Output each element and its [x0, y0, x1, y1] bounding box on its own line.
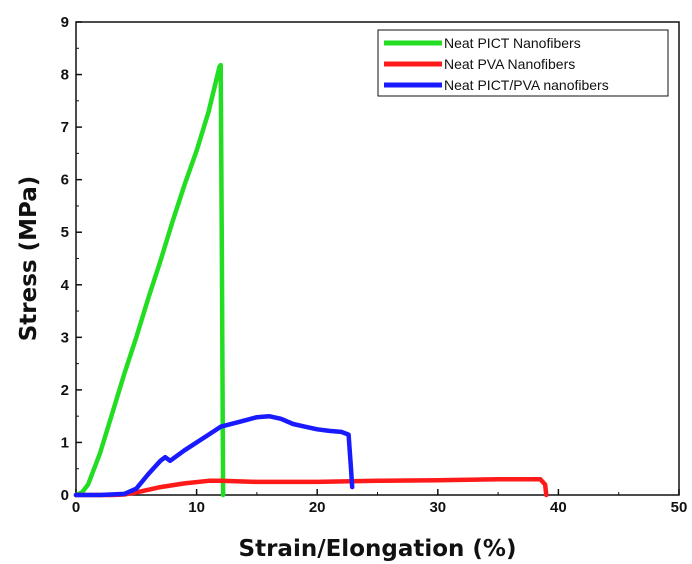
y-tick-label: 2: [61, 382, 69, 399]
x-tick-label: 30: [429, 499, 446, 516]
y-tick-label: 3: [61, 329, 69, 346]
legend-label-2: Neat PVA Nanofibers: [444, 56, 575, 72]
y-tick-label: 1: [61, 434, 69, 451]
y-tick-label: 6: [61, 172, 69, 189]
axis-ticks: 0 10 20 30 40 50 0 1 2 3 4 5 6 7 8 9: [61, 14, 688, 516]
series-line-1: [73, 62, 226, 498]
series-line-3: [73, 413, 355, 498]
y-tick-label: 0: [61, 487, 69, 504]
y-tick-label: 4: [61, 277, 70, 294]
x-axis-title: Strain/Elongation (%): [239, 536, 517, 562]
x-tick-label: 10: [188, 499, 205, 516]
series-line-2: [73, 476, 549, 498]
y-tick-label: 8: [61, 67, 69, 84]
legend-label-1: Neat PICT Nanofibers: [444, 35, 581, 51]
x-tick-label: 0: [72, 499, 80, 516]
y-tick-label: 5: [61, 224, 69, 241]
x-tick-label: 20: [309, 499, 326, 516]
y-tick-label: 7: [61, 119, 69, 136]
x-tick-label: 50: [671, 499, 688, 516]
data-series: [73, 62, 549, 498]
y-axis-title: Stress (MPa): [16, 176, 42, 342]
legend: Neat PICT Nanofibers Neat PVA Nanofibers N…: [377, 29, 669, 97]
legend-label-3: Neat PICT/PVA nanofibers: [444, 77, 609, 93]
x-tick-label: 40: [550, 499, 567, 516]
y-tick-label: 9: [61, 14, 69, 31]
